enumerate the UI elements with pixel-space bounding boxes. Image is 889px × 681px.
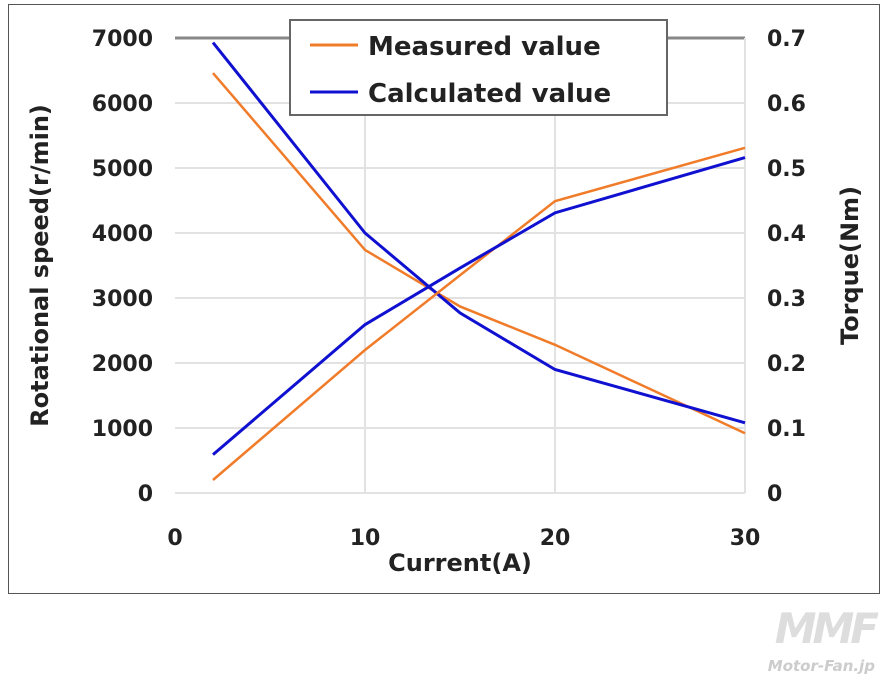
x-tick-label: 10 — [350, 526, 381, 551]
y2-tick-label: 0.2 — [767, 352, 806, 377]
y2-tick-label: 0.7 — [767, 27, 806, 52]
legend-label: Calculated value — [368, 79, 611, 109]
x-tick-label: 0 — [167, 526, 182, 551]
legend-label: Measured value — [368, 32, 601, 62]
series-line-torque-calculated-value — [212, 156, 746, 456]
y-tick-label: 2000 — [92, 352, 153, 377]
y-tick-label: 4000 — [92, 222, 153, 247]
legend-box — [289, 19, 668, 116]
x-tick-label: 30 — [730, 526, 761, 551]
chart-frame — [8, 4, 880, 594]
y-tick-label: 1000 — [92, 417, 153, 442]
series-line-speed-measured-value — [212, 72, 746, 435]
watermark: Motor-Fan.jp — [767, 657, 875, 675]
y2-tick-label: 0.1 — [767, 417, 806, 442]
y2-tick-label: 0.4 — [767, 222, 806, 247]
x-axis-label: Current(A) — [388, 549, 532, 577]
y-tick-label: 0 — [138, 482, 153, 507]
y2-tick-label: 0.3 — [767, 287, 806, 312]
y-tick-label: 6000 — [92, 92, 153, 117]
y2-axis-label: Torque(Nm) — [836, 186, 864, 345]
x-tick-label: 20 — [540, 526, 571, 551]
y2-tick-label: 0.5 — [767, 157, 806, 182]
y-tick-label: 3000 — [92, 287, 153, 312]
y2-tick-label: 0 — [767, 482, 782, 507]
y-tick-label: 5000 — [92, 157, 153, 182]
y2-tick-label: 0.6 — [767, 92, 806, 117]
y-axis-label: Rotational speed(r/min) — [26, 104, 54, 427]
y-tick-label: 7000 — [92, 27, 153, 52]
watermark-logo: MMF — [774, 604, 879, 653]
